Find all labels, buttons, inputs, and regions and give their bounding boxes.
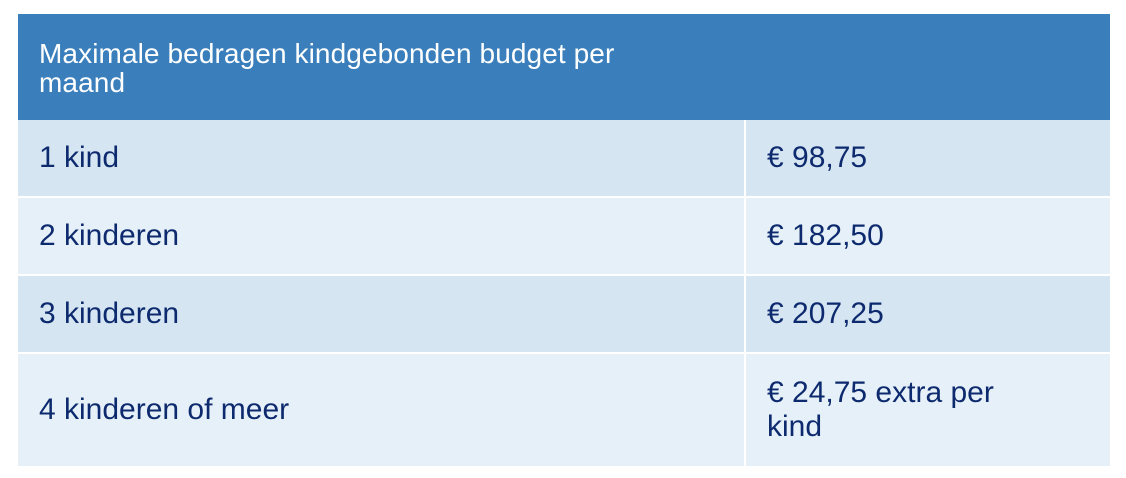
benefit-table: Maximale bedragen kindgebonden budget pe…: [18, 14, 1110, 466]
row-value-text: € 24,75 extra per kind: [767, 376, 994, 443]
table-header: Maximale bedragen kindgebonden budget pe…: [18, 14, 1110, 120]
row-label: 3 kinderen: [18, 276, 746, 352]
row-value: € 24,75 extra per kind: [746, 354, 1110, 466]
table-row: 1 kind € 98,75: [18, 120, 1110, 196]
row-value: € 98,75: [767, 141, 868, 174]
table-row: 4 kinderen of meer € 24,75 extra per kin…: [18, 352, 1110, 466]
row-value: € 207,25: [767, 297, 884, 330]
row-label: 1 kind: [18, 120, 746, 196]
table-row: 3 kinderen € 207,25: [18, 274, 1110, 352]
row-label: 2 kinderen: [18, 198, 746, 274]
table-row: 2 kinderen € 182,50: [18, 196, 1110, 274]
table-header-title: Maximale bedragen kindgebonden budget pe…: [39, 38, 615, 98]
row-value: € 182,50: [767, 219, 884, 252]
row-label: 4 kinderen of meer: [18, 354, 746, 466]
table-body: 1 kind € 98,75 2 kinderen € 182,50 3 kin…: [18, 120, 1110, 466]
